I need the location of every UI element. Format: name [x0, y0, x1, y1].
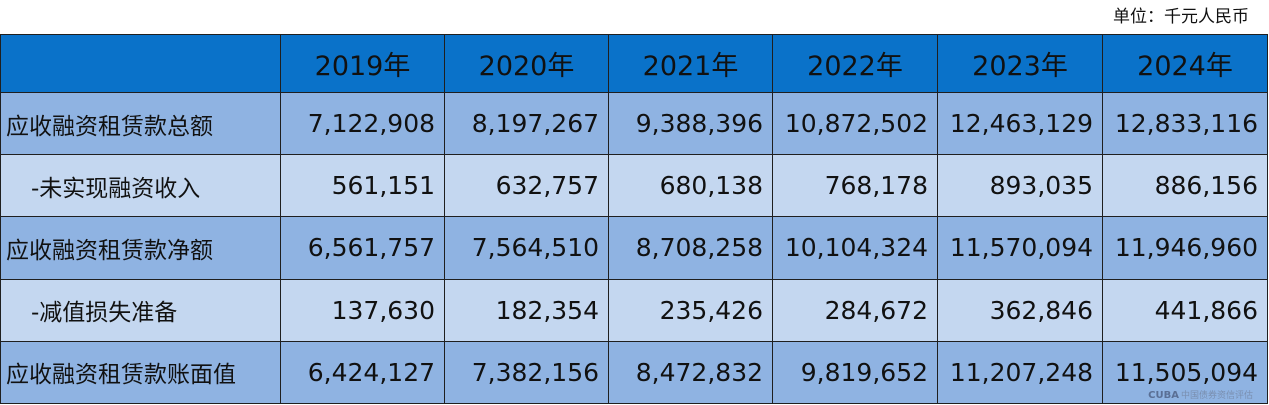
row-label: -减值损失准备 — [0, 278, 281, 342]
value-cell: 6,561,757 — [280, 216, 445, 280]
value-cell: 632,757 — [444, 154, 609, 218]
unit-label: 单位：千元人民币 — [1113, 7, 1249, 27]
value-cell: 7,564,510 — [444, 216, 609, 280]
value-cell: 10,104,324 — [772, 216, 938, 280]
value-cell: 137,630 — [280, 278, 445, 342]
value-cell: 8,472,832 — [608, 340, 773, 405]
value-cell: 8,197,267 — [444, 91, 609, 156]
value-cell: 11,946,960 — [1102, 216, 1268, 280]
value-cell: 11,570,094 — [937, 216, 1103, 280]
value-cell: 362,846 — [937, 278, 1103, 342]
watermark-text: 中国债券资信评估 — [1180, 391, 1253, 401]
value-cell: 561,151 — [280, 154, 445, 218]
header-year: 2024年 — [1102, 34, 1268, 93]
value-cell: 235,426 — [608, 278, 773, 342]
table-row: 应收融资租赁款账面值 6,424,127 7,382,156 8,472,832… — [0, 340, 1268, 405]
header-row: 2019年 2020年 2021年 2022年 2023年 2024年 — [0, 34, 1268, 93]
value-cell: 768,178 — [772, 154, 938, 218]
value-cell: 12,833,116 — [1102, 91, 1268, 156]
header-year: 2019年 — [280, 34, 445, 93]
value-cell: 182,354 — [444, 278, 609, 342]
watermark: CUBA 中国债券资信评估 — [1148, 388, 1253, 401]
value-cell: 9,819,652 — [772, 340, 938, 405]
row-label: 应收融资租赁款账面值 — [0, 340, 281, 405]
value-cell: 10,872,502 — [772, 91, 938, 156]
watermark-logo: CUBA — [1148, 390, 1179, 401]
value-cell: 8,708,258 — [608, 216, 773, 280]
value-cell: 441,866 — [1102, 278, 1268, 342]
row-label: 应收融资租赁款总额 — [0, 91, 281, 156]
value-cell: 7,122,908 — [280, 91, 445, 156]
value-cell: 11,505,094 — [1102, 340, 1268, 405]
table-row: -未实现融资收入 561,151 632,757 680,138 768,178… — [0, 154, 1268, 218]
value-cell: 6,424,127 — [280, 340, 445, 405]
value-cell: 12,463,129 — [937, 91, 1103, 156]
value-cell: 886,156 — [1102, 154, 1268, 218]
table-row: 应收融资租赁款净额 6,561,757 7,564,510 8,708,258 … — [0, 216, 1268, 280]
row-label: -未实现融资收入 — [0, 154, 281, 218]
value-cell: 680,138 — [608, 154, 773, 218]
header-year: 2021年 — [608, 34, 773, 93]
value-cell: 9,388,396 — [608, 91, 773, 156]
lease-receivables-table: 2019年 2020年 2021年 2022年 2023年 2024年 应收融资… — [0, 34, 1268, 405]
header-year: 2023年 — [937, 34, 1103, 93]
value-cell: 893,035 — [937, 154, 1103, 218]
header-year: 2022年 — [772, 34, 938, 93]
header-year: 2020年 — [444, 34, 609, 93]
value-cell: 7,382,156 — [444, 340, 609, 405]
table-row: 应收融资租赁款总额 7,122,908 8,197,267 9,388,396 … — [0, 91, 1268, 156]
table-row: -减值损失准备 137,630 182,354 235,426 284,672 … — [0, 278, 1268, 342]
row-label: 应收融资租赁款净额 — [0, 216, 281, 280]
value-cell: 284,672 — [772, 278, 938, 342]
header-corner-cell — [0, 34, 281, 93]
value-cell: 11,207,248 — [937, 340, 1103, 405]
